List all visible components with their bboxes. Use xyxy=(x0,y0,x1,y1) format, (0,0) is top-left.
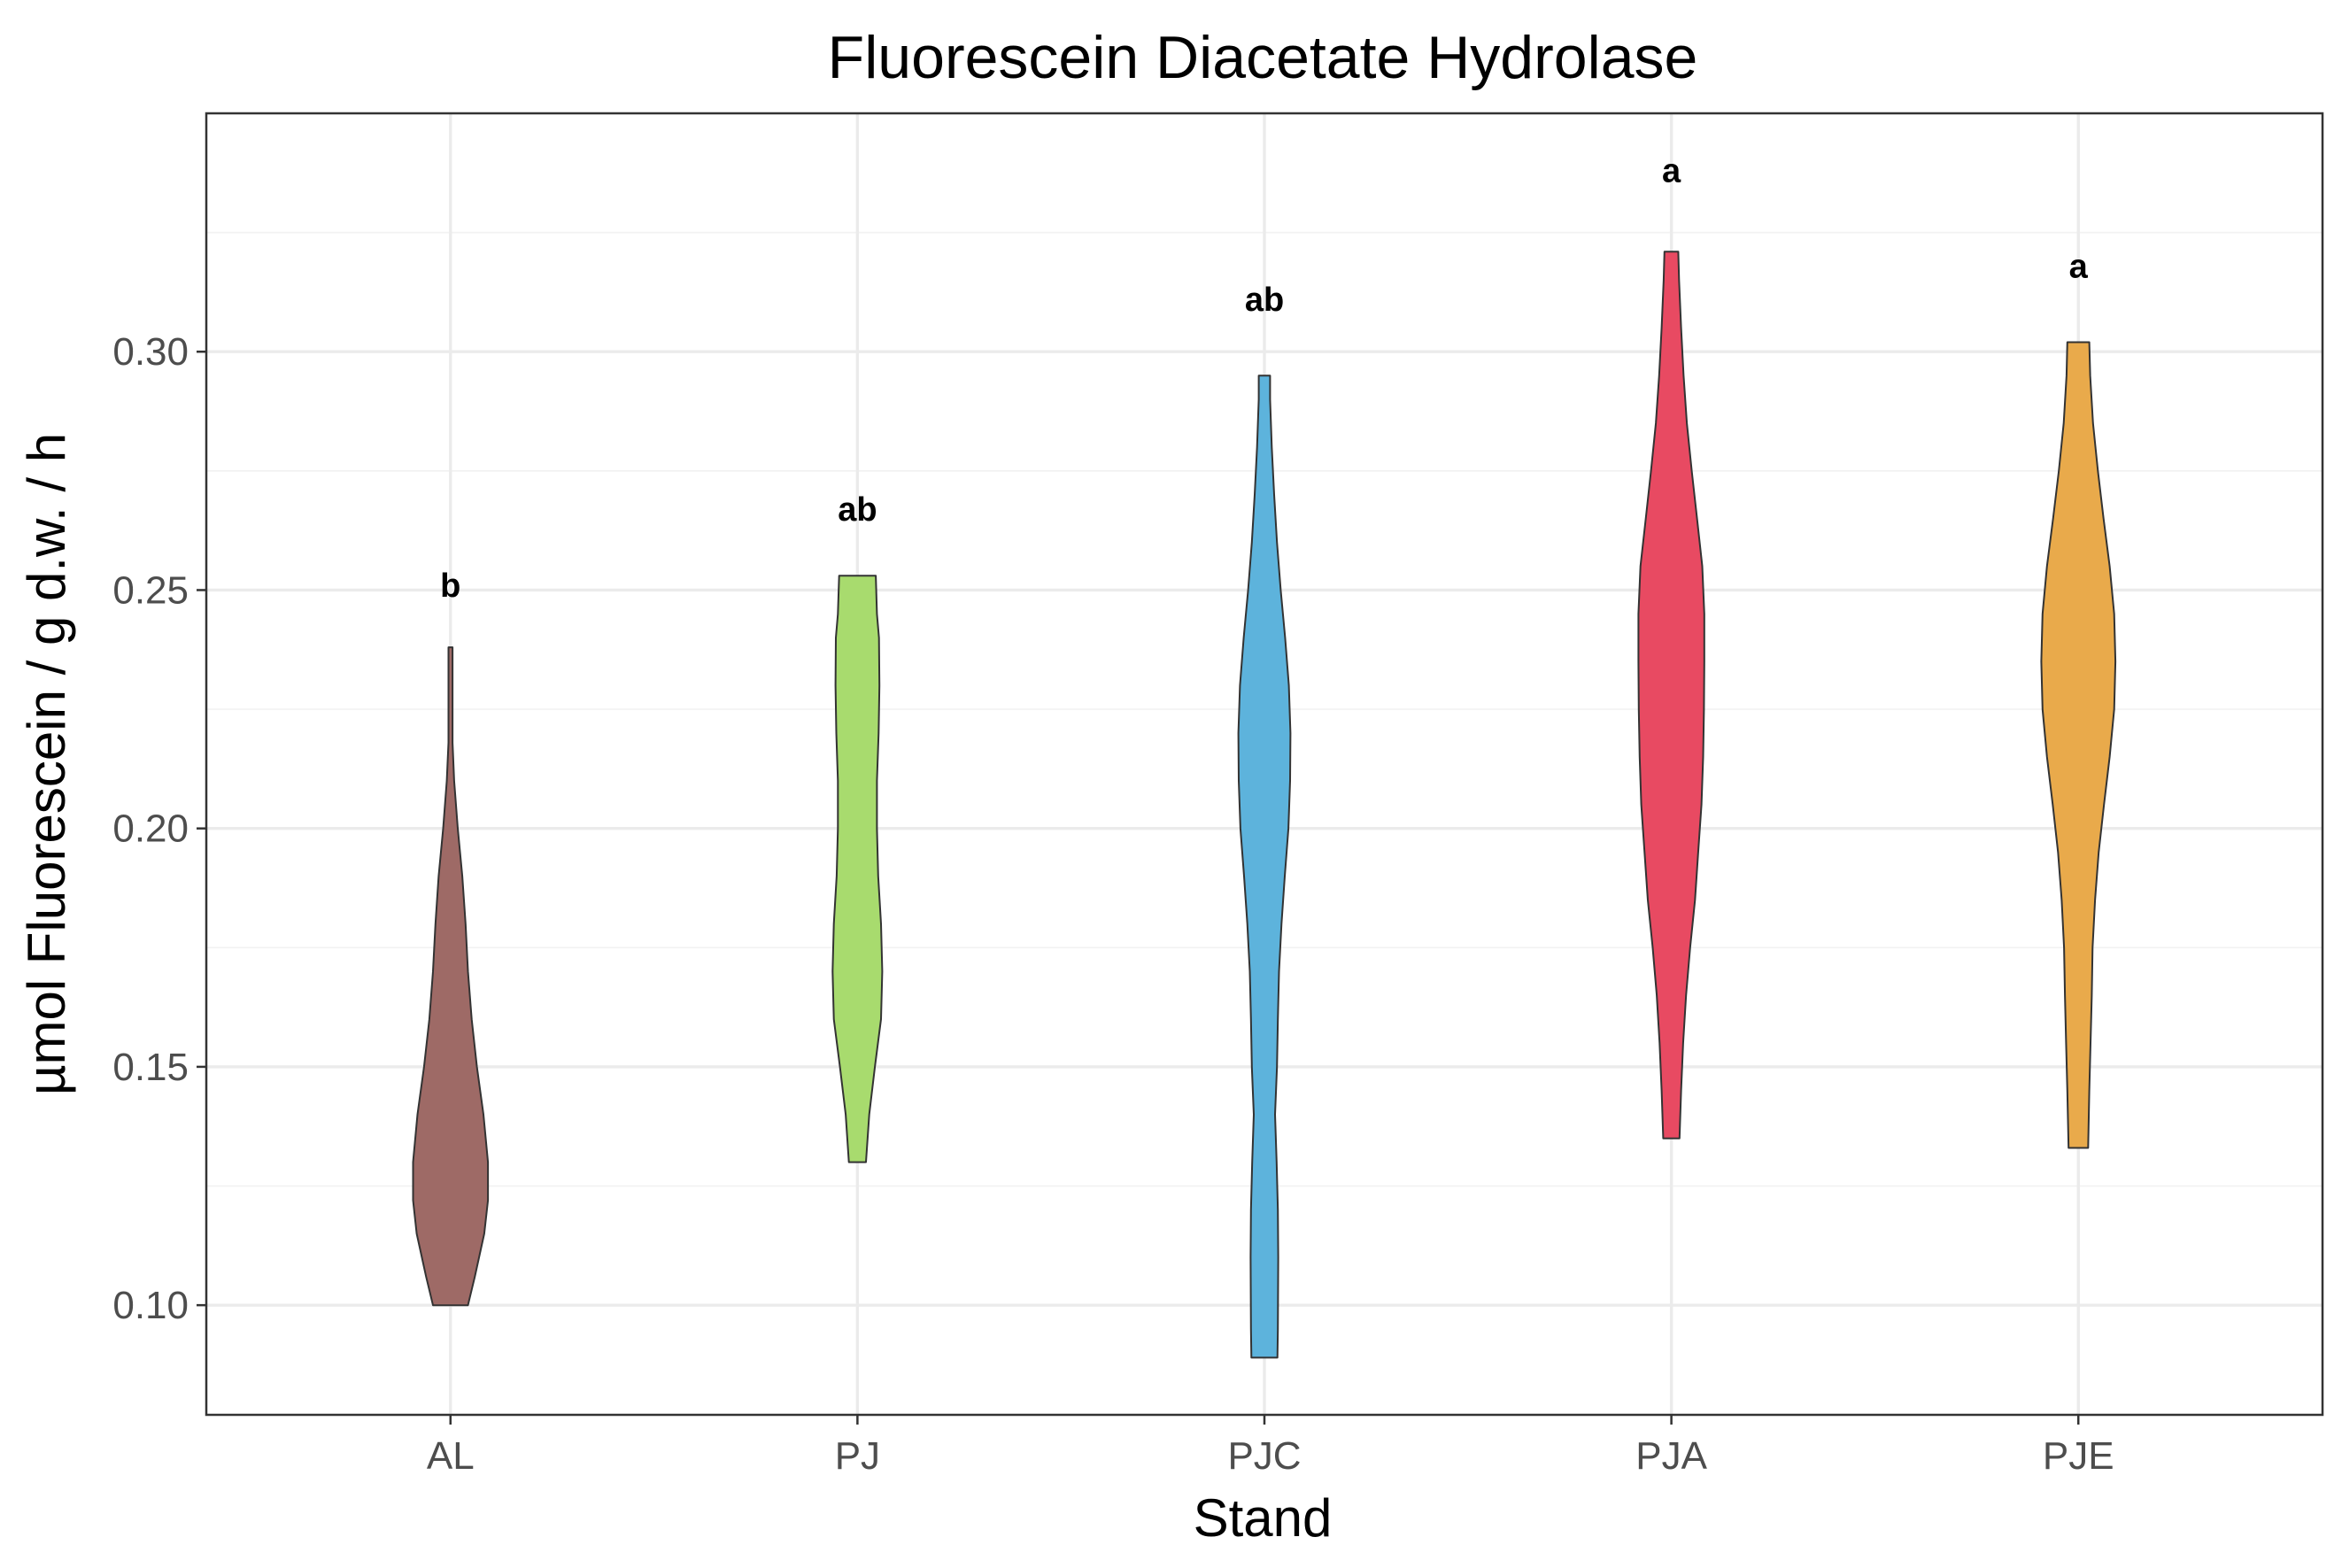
x-tick-label: PJA xyxy=(1635,1434,1707,1478)
violin-al xyxy=(412,646,490,1307)
x-axis: AL PJ PJC PJA PJE xyxy=(427,1415,2114,1478)
y-axis-title: µmol Fluorescein / g d.w. / h xyxy=(17,433,76,1095)
x-axis-title: Stand xyxy=(1194,1488,1333,1548)
x-tick-label: PJE xyxy=(2043,1434,2114,1478)
chart-title: Fluorescein Diacetate Hydrolase xyxy=(828,24,1698,91)
significance-label-pja: a xyxy=(1662,153,1681,190)
violins xyxy=(412,251,2117,1359)
y-tick-label: 0.25 xyxy=(112,568,189,612)
significance-label-pj: ab xyxy=(838,491,877,529)
x-tick-label: AL xyxy=(427,1434,475,1478)
violin-pja xyxy=(1637,251,1705,1139)
y-tick-label: 0.15 xyxy=(112,1046,189,1089)
x-tick-label: PJC xyxy=(1227,1434,1301,1478)
violin-pjc xyxy=(1237,375,1292,1359)
y-tick-label: 0.20 xyxy=(112,807,189,851)
significance-label-pjc: ab xyxy=(1245,282,1284,319)
significance-label-al: b xyxy=(440,568,460,605)
y-tick-label: 0.30 xyxy=(112,330,189,374)
y-axis: 0.10 0.15 0.20 0.25 0.30 xyxy=(112,330,206,1327)
x-tick-label: PJ xyxy=(835,1434,880,1478)
y-tick-label: 0.10 xyxy=(112,1284,189,1327)
significance-label-pje: a xyxy=(2069,248,2089,285)
violin-pje xyxy=(2040,341,2117,1149)
significance-labels: b ab ab a a xyxy=(440,153,2089,605)
violin-pj xyxy=(831,575,884,1163)
